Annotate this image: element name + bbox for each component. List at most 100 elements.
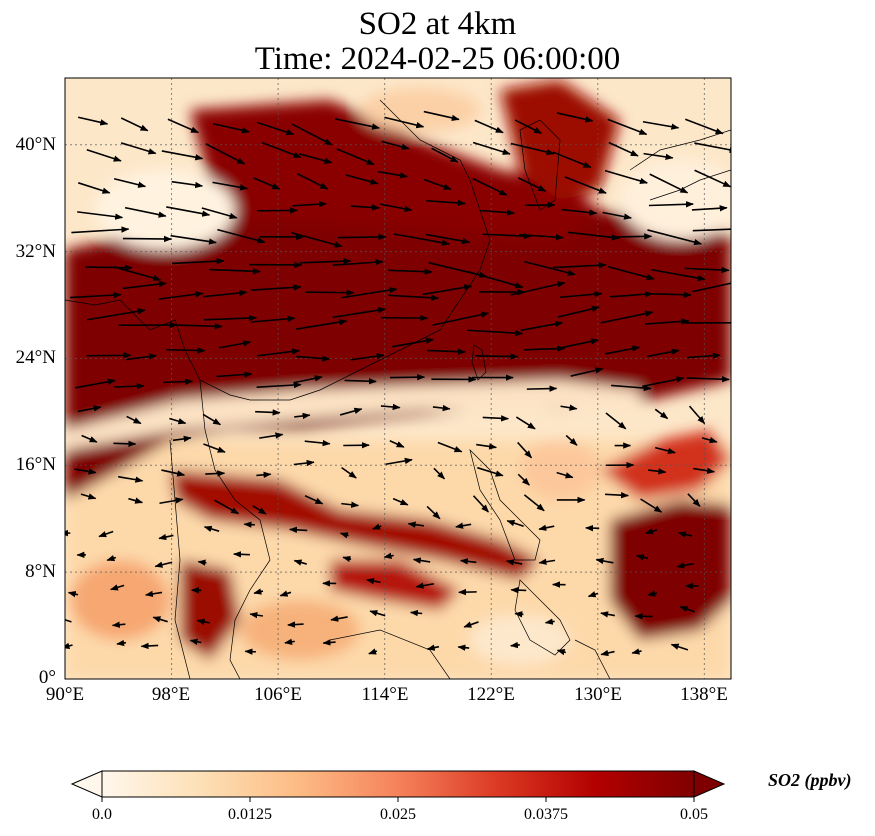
wind-vector xyxy=(654,446,676,455)
wind-vector xyxy=(608,141,639,157)
wind-vector xyxy=(122,235,172,243)
wind-vector xyxy=(209,268,261,275)
wind-vector xyxy=(425,233,471,245)
wind-vector xyxy=(110,584,125,591)
wind-vector xyxy=(372,523,382,530)
wind-vector xyxy=(600,649,615,657)
wind-vector xyxy=(646,348,680,358)
wind-vector xyxy=(642,120,680,130)
wind-vector xyxy=(437,441,463,453)
wind-vector xyxy=(256,471,272,479)
wind-vector xyxy=(510,281,566,296)
wind-vector xyxy=(124,206,167,218)
wind-vector xyxy=(249,611,263,619)
wind-vector xyxy=(388,294,440,301)
wind-vector xyxy=(607,118,648,136)
wind-vector xyxy=(212,181,248,191)
coastlines xyxy=(65,99,731,679)
wind-vector xyxy=(422,284,473,296)
wind-vector xyxy=(518,233,564,241)
wind-vector xyxy=(552,262,607,269)
wind-vector xyxy=(369,610,386,617)
wind-vector xyxy=(383,552,394,559)
wind-vector xyxy=(296,172,329,190)
wind-vector xyxy=(244,648,256,655)
colorbar-gradient xyxy=(101,770,695,798)
wind-vector xyxy=(203,525,220,533)
wind-vector xyxy=(332,258,384,266)
wind-vector xyxy=(217,228,266,244)
wind-vector xyxy=(518,177,547,192)
wind-vector xyxy=(169,417,187,425)
wind-vector xyxy=(455,522,472,529)
wind-vector xyxy=(692,228,731,232)
wind-vector xyxy=(345,174,379,185)
wind-vector xyxy=(298,153,333,164)
wind-vector xyxy=(377,170,409,179)
wind-vector xyxy=(426,505,441,520)
wind-vector xyxy=(202,413,222,426)
wind-vector xyxy=(645,528,658,535)
wind-vector xyxy=(214,499,240,515)
wind-vector xyxy=(556,649,567,656)
wind-vector xyxy=(336,148,375,166)
wind-vector xyxy=(75,378,116,389)
wind-vector xyxy=(77,182,111,194)
wind-vector xyxy=(648,291,692,298)
y-tick-label: 32°N xyxy=(15,241,56,262)
wind-vector xyxy=(651,268,706,282)
wind-vector xyxy=(116,639,127,647)
wind-vector xyxy=(305,289,355,296)
wind-vector xyxy=(505,559,523,566)
wind-vector xyxy=(106,554,117,562)
wind-vector xyxy=(342,555,352,563)
wind-vector xyxy=(167,118,199,134)
chart-subtitle: Time: 2024-02-25 06:00:00 xyxy=(254,41,621,77)
wind-vector xyxy=(65,618,72,623)
wind-vector xyxy=(415,582,434,589)
wind-vector xyxy=(86,308,146,321)
y-tick-label: 0° xyxy=(38,667,56,688)
so2-map-plot xyxy=(64,77,732,680)
wind-vector xyxy=(203,443,226,453)
wind-vector xyxy=(173,323,223,330)
colorbar-tick-label: 0.0375 xyxy=(524,806,568,823)
wind-vector xyxy=(560,404,578,411)
wind-vector xyxy=(587,591,599,598)
wind-vector xyxy=(65,642,73,649)
wind-vector xyxy=(676,562,694,569)
wind-vector xyxy=(284,638,295,645)
wind-vector xyxy=(482,415,510,422)
wind-vector xyxy=(233,551,250,558)
wind-vector xyxy=(255,409,281,416)
wind-vector xyxy=(472,495,489,513)
wind-vector xyxy=(252,505,267,515)
wind-vector xyxy=(77,211,124,220)
wind-vector xyxy=(291,231,343,248)
wind-vector xyxy=(113,177,147,188)
wind-vector xyxy=(557,305,600,318)
colorbar-tick-label: 0.025 xyxy=(380,806,416,823)
wind-vector xyxy=(299,257,352,265)
wind-vector xyxy=(293,459,315,467)
wind-vector xyxy=(86,149,122,162)
y-tick-label: 40°N xyxy=(15,134,56,155)
wind-vector xyxy=(243,521,255,528)
wind-vector xyxy=(304,439,331,447)
wind-vector xyxy=(161,469,186,477)
wind-vector xyxy=(564,176,607,194)
wind-vector xyxy=(480,209,515,216)
wind-vector xyxy=(520,320,564,332)
wind-vector xyxy=(526,385,558,392)
wind-vector xyxy=(384,116,425,129)
wind-vector xyxy=(538,524,555,531)
wind-vector xyxy=(259,432,284,439)
wind-vector xyxy=(295,318,348,331)
wind-vector xyxy=(631,648,642,655)
wind-vector xyxy=(67,591,79,598)
wind-vector xyxy=(506,520,524,527)
wind-vector xyxy=(71,226,130,234)
wind-vector xyxy=(256,381,302,389)
wind-vector xyxy=(172,435,192,443)
wind-vector xyxy=(684,266,730,274)
